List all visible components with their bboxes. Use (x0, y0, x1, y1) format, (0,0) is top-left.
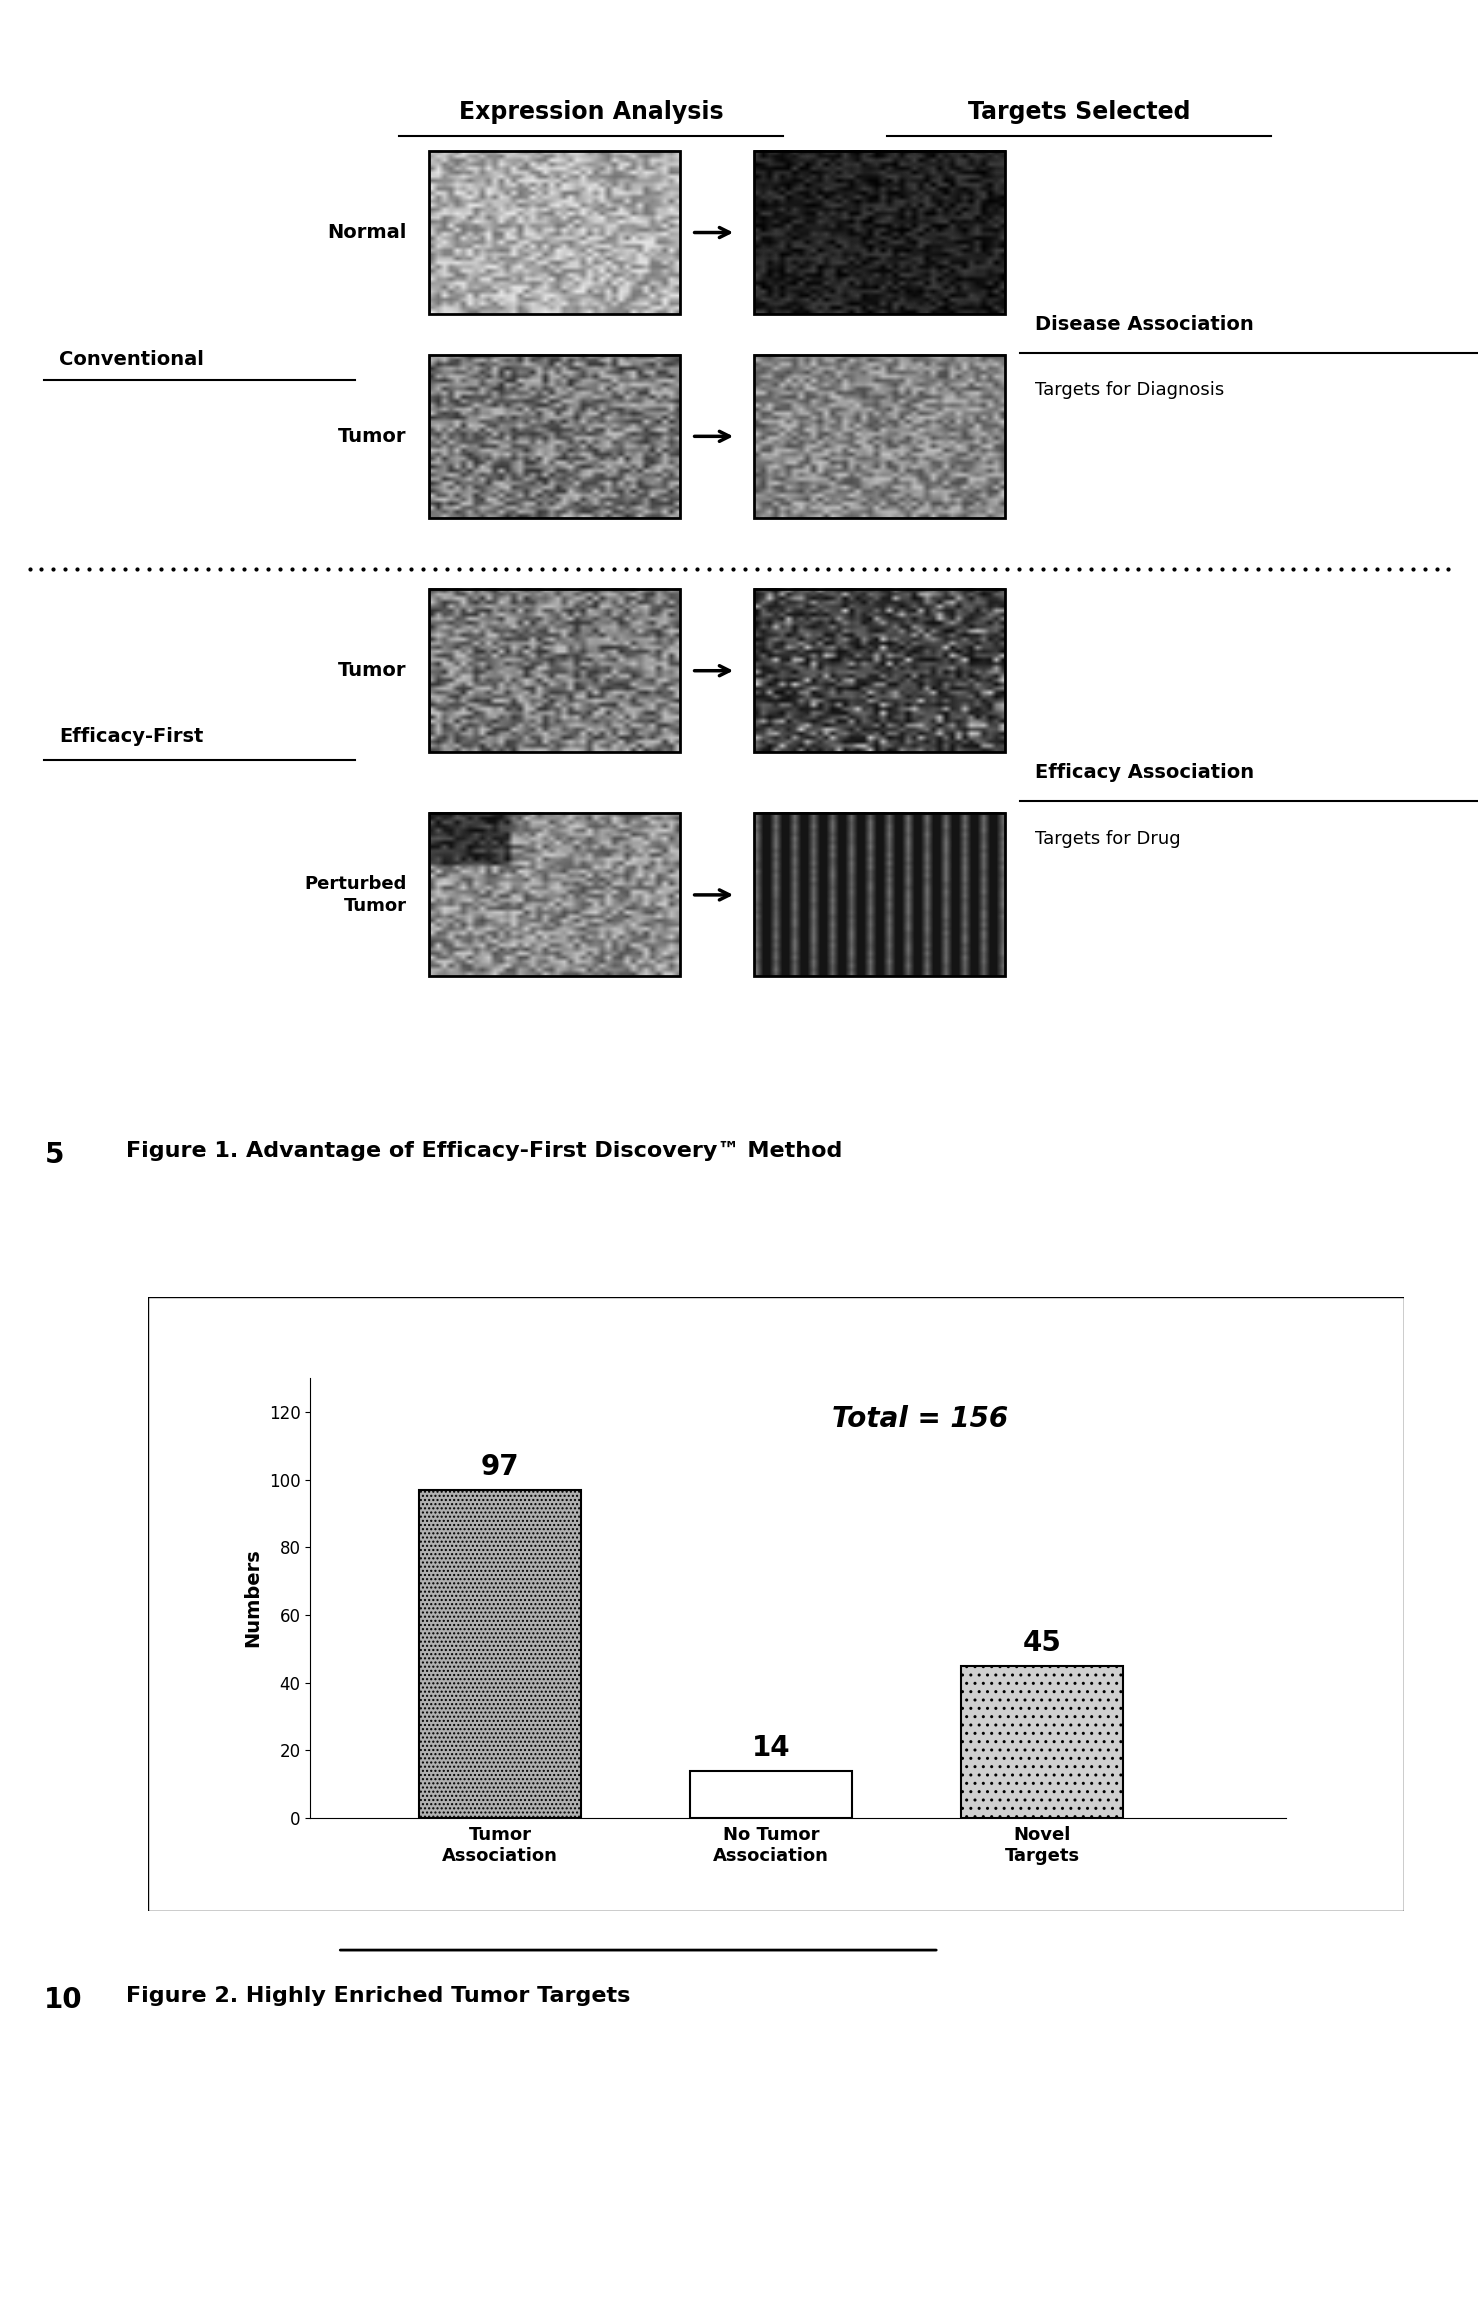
Text: Efficacy Association: Efficacy Association (1035, 762, 1253, 783)
Text: Perturbed
Tumor: Perturbed Tumor (304, 875, 406, 915)
Text: Disease Association: Disease Association (1035, 315, 1253, 334)
Text: Expression Analysis: Expression Analysis (458, 100, 724, 125)
Text: Targets for Diagnosis: Targets for Diagnosis (1035, 382, 1224, 398)
Text: Targets for Drug: Targets for Drug (1035, 829, 1181, 848)
Text: 45: 45 (1023, 1628, 1061, 1658)
Bar (429, 588, 680, 753)
Text: Normal: Normal (327, 222, 406, 243)
Bar (429, 813, 680, 977)
Text: 97: 97 (480, 1452, 519, 1482)
Bar (754, 151, 1005, 315)
Text: Conventional: Conventional (59, 350, 204, 371)
Text: 14: 14 (752, 1735, 791, 1762)
Text: Total = 156: Total = 156 (832, 1406, 1008, 1434)
Text: Targets Selected: Targets Selected (968, 100, 1190, 125)
Text: 10: 10 (44, 1987, 83, 2015)
Text: Efficacy-First: Efficacy-First (59, 727, 204, 746)
Bar (961, 1665, 1123, 1818)
Bar (754, 354, 1005, 519)
Text: Figure 2. Highly Enriched Tumor Targets: Figure 2. Highly Enriched Tumor Targets (126, 1987, 630, 2006)
Text: Tumor: Tumor (338, 426, 406, 447)
Bar (754, 588, 1005, 753)
Text: 5: 5 (44, 1142, 64, 1170)
Bar (429, 151, 680, 315)
Y-axis label: Numbers: Numbers (242, 1549, 262, 1647)
Text: Tumor: Tumor (338, 660, 406, 681)
Text: Figure 1. Advantage of Efficacy-First Discovery™ Method: Figure 1. Advantage of Efficacy-First Di… (126, 1142, 842, 1160)
Bar (690, 1772, 853, 1818)
Bar (429, 354, 680, 519)
Bar (754, 813, 1005, 977)
Bar (418, 1489, 581, 1818)
